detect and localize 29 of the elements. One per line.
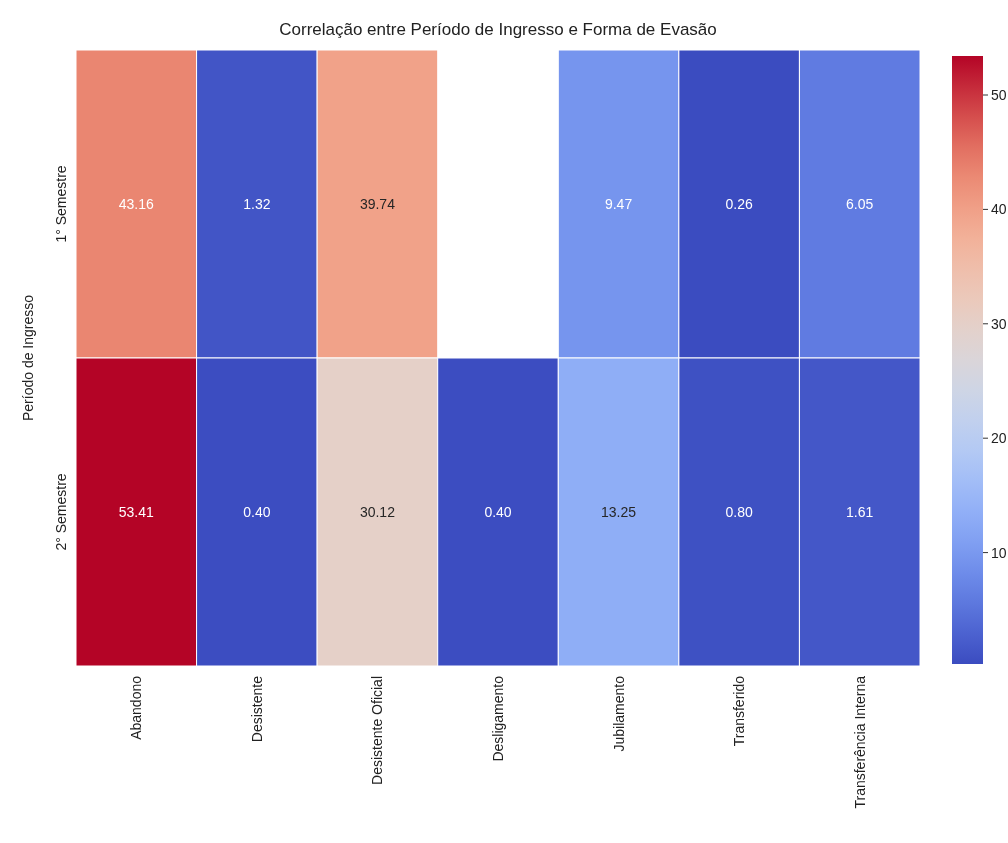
y-axis-title: Período de Ingresso bbox=[20, 294, 36, 422]
data-label: 13.25 bbox=[601, 504, 637, 520]
x-tick-label: Abandono bbox=[128, 675, 145, 740]
color-bar-label: 50 bbox=[991, 87, 1007, 104]
data-label: 1.61 bbox=[846, 504, 874, 520]
chart-title: Correlação entre Período de Ingresso e Forma de Evasão bbox=[279, 20, 717, 39]
color-bar-label: 30 bbox=[991, 315, 1007, 332]
color-bar-label: 20 bbox=[991, 430, 1007, 447]
data-label: 43.16 bbox=[118, 196, 155, 212]
color-bar-label: 40 bbox=[991, 201, 1007, 218]
x-tick-label: Jubilamento bbox=[610, 675, 627, 752]
y-tick-label: 2° Semestre bbox=[53, 473, 69, 551]
color-bar-label: 10 bbox=[991, 544, 1007, 561]
data-label: 6.05 bbox=[846, 196, 874, 212]
data-label: 0.40 bbox=[243, 504, 271, 520]
data-label: 9.47 bbox=[604, 196, 633, 212]
x-tick-label: Desistente bbox=[248, 675, 265, 743]
x-tick-label: Transferência Interna bbox=[851, 675, 868, 809]
x-tick-label: Desligamento bbox=[490, 675, 506, 762]
x-tick-label: Transferido bbox=[731, 675, 748, 747]
data-label: 1.32 bbox=[243, 196, 271, 212]
data-label: 53.41 bbox=[118, 504, 155, 520]
y-tick-label: 1° Semestre bbox=[53, 165, 69, 243]
x-tick-label: Desistente Oficial bbox=[369, 676, 386, 785]
data-label: 0.80 bbox=[725, 504, 753, 520]
data-label: 0.26 bbox=[725, 196, 753, 212]
data-label: 39.74 bbox=[359, 196, 396, 212]
data-label: 30.12 bbox=[359, 504, 396, 520]
data-label: 0.40 bbox=[484, 504, 512, 520]
